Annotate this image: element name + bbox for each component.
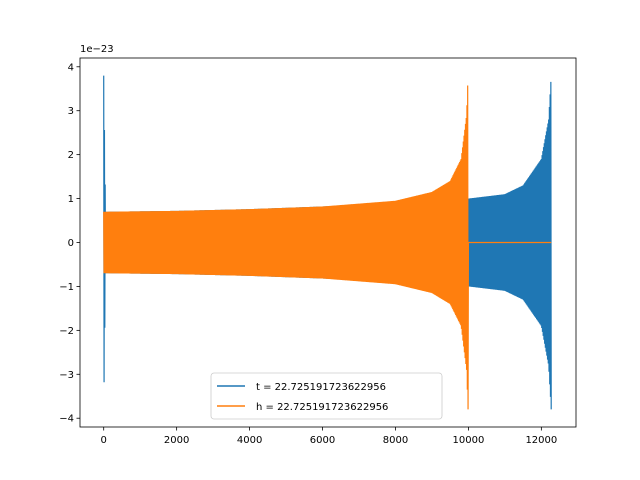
y-tick-label: −1 xyxy=(59,282,74,293)
plot-area: 0 2000 4000 6000 8000 10000 12000 −4 −3 −2 −1 0 1 2 3 4… xyxy=(59,57,577,446)
legend-entry-label: h = 22.725191723622956 xyxy=(256,402,388,413)
x-tick-label: 10000 xyxy=(453,435,485,446)
y-tick-label: 4 xyxy=(68,62,74,73)
series-line-h xyxy=(103,85,552,410)
y-tick-label: −4 xyxy=(59,414,74,425)
y-offset-label: 1e−23 xyxy=(80,44,114,55)
x-tick-label: 0 xyxy=(101,435,107,446)
x-tick-label: 2000 xyxy=(164,435,189,446)
legend-box xyxy=(210,372,443,420)
y-tick-label: 2 xyxy=(68,150,74,161)
y-tick-label: 3 xyxy=(68,106,74,117)
x-tick-label: 6000 xyxy=(310,435,335,446)
y-tick-label: −2 xyxy=(59,326,74,337)
legend-entry-label: t = 22.725191723622956 xyxy=(256,382,386,393)
y-tick-label: 0 xyxy=(68,238,74,249)
y-tick-label: 1 xyxy=(68,194,74,205)
legend: t = 22.725191723622956 h = 22.72519172362… xyxy=(210,372,443,420)
x-tick-label: 8000 xyxy=(383,435,408,446)
x-tick-label: 12000 xyxy=(525,435,557,446)
y-tick-label: −3 xyxy=(59,370,74,381)
x-tick-label: 4000 xyxy=(237,435,262,446)
